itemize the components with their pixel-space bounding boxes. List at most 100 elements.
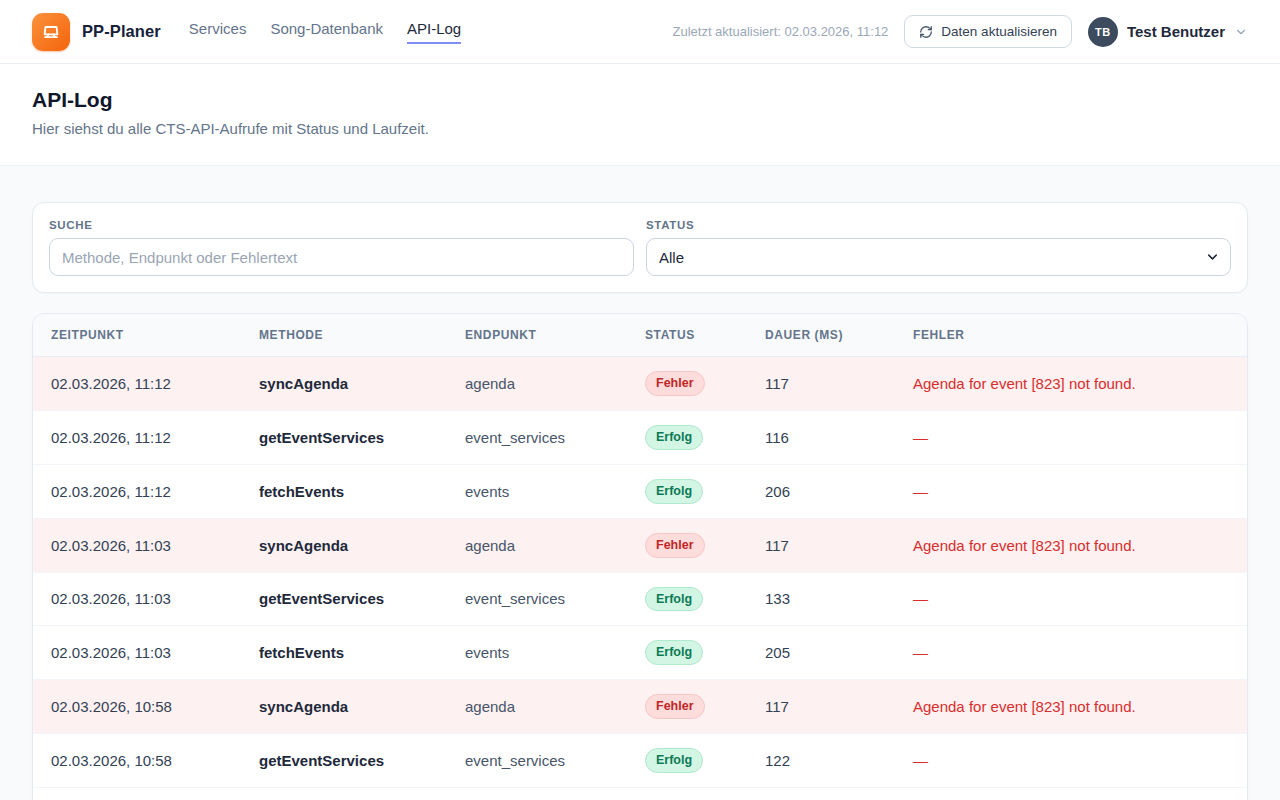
topbar: PP-Planer Services Song-Datenbank API-Lo…: [0, 0, 1280, 64]
table-row: 02.03.2026, 11:12 syncAgenda agenda Fehl…: [33, 357, 1247, 411]
cell-status: Erfolg: [627, 734, 747, 788]
cell-status: Erfolg: [627, 410, 747, 464]
table-row: 02.03.2026, 11:12 getEventServices event…: [33, 410, 1247, 464]
status-badge: Erfolg: [645, 425, 703, 450]
refresh-button-label: Daten aktualisieren: [941, 24, 1057, 39]
cell-dauer: 205: [747, 626, 895, 680]
cell-endpunkt: agenda: [447, 680, 627, 734]
table-row: 02.03.2026, 10:58 fetchEvents events Erf…: [33, 788, 1247, 800]
cell-zeitpunkt: 02.03.2026, 11:03: [33, 572, 241, 626]
cell-zeitpunkt: 02.03.2026, 11:12: [33, 410, 241, 464]
cell-endpunkt: events: [447, 788, 627, 800]
page-header: API-Log Hier siehst du alle CTS-API-Aufr…: [0, 64, 1280, 166]
cell-endpunkt: events: [447, 626, 627, 680]
col-header-zeitpunkt: Zeitpunkt: [33, 314, 241, 357]
nav-item-services[interactable]: Services: [189, 20, 247, 44]
cell-endpunkt: events: [447, 464, 627, 518]
nav-item-api-log[interactable]: API-Log: [407, 20, 461, 44]
cell-status: Erfolg: [627, 464, 747, 518]
status-select-wrap: Alle: [646, 238, 1231, 276]
table-row: 02.03.2026, 10:58 syncAgenda agenda Fehl…: [33, 680, 1247, 734]
status-badge: Erfolg: [645, 748, 703, 773]
status-field-group: Status Alle: [646, 219, 1231, 276]
cell-methode: getEventServices: [241, 410, 447, 464]
cell-methode: getEventServices: [241, 572, 447, 626]
search-input[interactable]: [49, 238, 634, 276]
cell-dauer: 206: [747, 464, 895, 518]
cell-zeitpunkt: 02.03.2026, 11:03: [33, 626, 241, 680]
page-title: API-Log: [32, 88, 1248, 112]
cell-dauer: 117: [747, 680, 895, 734]
main-nav: Services Song-Datenbank API-Log: [189, 20, 461, 44]
refresh-data-button[interactable]: Daten aktualisieren: [904, 15, 1072, 48]
status-badge: Fehler: [645, 371, 705, 396]
cell-dauer: 117: [747, 518, 895, 572]
cell-endpunkt: event_services: [447, 734, 627, 788]
cell-fehler: —: [895, 788, 1247, 800]
topbar-right: Zuletzt aktualisiert: 02.03.2026, 11:12 …: [673, 15, 1249, 48]
cell-endpunkt: agenda: [447, 518, 627, 572]
cell-endpunkt: event_services: [447, 410, 627, 464]
cell-dauer: 116: [747, 410, 895, 464]
status-badge: Erfolg: [645, 587, 703, 612]
cell-methode: fetchEvents: [241, 626, 447, 680]
nav-item-song-datenbank[interactable]: Song-Datenbank: [270, 20, 383, 44]
cell-fehler: —: [895, 410, 1247, 464]
status-label: Status: [646, 219, 1231, 231]
cell-zeitpunkt: 02.03.2026, 10:58: [33, 680, 241, 734]
cell-methode: fetchEvents: [241, 464, 447, 518]
col-header-fehler: Fehler: [895, 314, 1247, 357]
cell-methode: getEventServices: [241, 734, 447, 788]
col-header-methode: Methode: [241, 314, 447, 357]
table-row: 02.03.2026, 11:12 fetchEvents events Erf…: [33, 464, 1247, 518]
cell-methode: syncAgenda: [241, 680, 447, 734]
chevron-down-icon: [1234, 25, 1248, 39]
cell-status: Erfolg: [627, 788, 747, 800]
user-name: Test Benutzer: [1127, 23, 1225, 40]
table-header-row: Zeitpunkt Methode Endpunkt Status Dauer …: [33, 314, 1247, 357]
brand: PP-Planer: [32, 13, 161, 51]
table-row: 02.03.2026, 11:03 fetchEvents events Erf…: [33, 626, 1247, 680]
cell-endpunkt: event_services: [447, 572, 627, 626]
app-title: PP-Planer: [82, 22, 161, 41]
cell-zeitpunkt: 02.03.2026, 10:58: [33, 788, 241, 800]
cell-zeitpunkt: 02.03.2026, 10:58: [33, 734, 241, 788]
app-logo: [32, 13, 70, 51]
cell-fehler: Agenda for event [823] not found.: [895, 680, 1247, 734]
cell-status: Fehler: [627, 680, 747, 734]
status-badge: Erfolg: [645, 640, 703, 665]
filter-card: Suche Status Alle: [32, 202, 1248, 293]
table-row: 02.03.2026, 11:03 syncAgenda agenda Fehl…: [33, 518, 1247, 572]
cell-dauer: 295: [747, 788, 895, 800]
user-menu[interactable]: TB Test Benutzer: [1088, 17, 1248, 47]
cell-zeitpunkt: 02.03.2026, 11:12: [33, 464, 241, 518]
main-content: Suche Status Alle: [0, 166, 1280, 800]
cell-status: Fehler: [627, 518, 747, 572]
cell-fehler: —: [895, 464, 1247, 518]
cell-fehler: —: [895, 572, 1247, 626]
status-badge: Erfolg: [645, 479, 703, 504]
search-field-group: Suche: [49, 219, 634, 276]
presentation-icon: [40, 21, 62, 43]
cell-status: Fehler: [627, 357, 747, 411]
cell-fehler: Agenda for event [823] not found.: [895, 518, 1247, 572]
cell-endpunkt: agenda: [447, 357, 627, 411]
cell-dauer: 133: [747, 572, 895, 626]
cell-methode: fetchEvents: [241, 788, 447, 800]
status-badge: Fehler: [645, 533, 705, 558]
refresh-icon: [919, 25, 933, 39]
cell-fehler: —: [895, 734, 1247, 788]
page-subtitle: Hier siehst du alle CTS-API-Aufrufe mit …: [32, 120, 1248, 137]
col-header-endpunkt: Endpunkt: [447, 314, 627, 357]
cell-dauer: 122: [747, 734, 895, 788]
cell-status: Erfolg: [627, 626, 747, 680]
api-log-table: Zeitpunkt Methode Endpunkt Status Dauer …: [33, 314, 1247, 800]
col-header-status: Status: [627, 314, 747, 357]
cell-fehler: Agenda for event [823] not found.: [895, 357, 1247, 411]
last-updated-text: Zuletzt aktualisiert: 02.03.2026, 11:12: [673, 24, 889, 39]
cell-dauer: 117: [747, 357, 895, 411]
cell-methode: syncAgenda: [241, 518, 447, 572]
col-header-dauer: Dauer (ms): [747, 314, 895, 357]
search-label: Suche: [49, 219, 634, 231]
status-select[interactable]: Alle: [646, 238, 1231, 276]
